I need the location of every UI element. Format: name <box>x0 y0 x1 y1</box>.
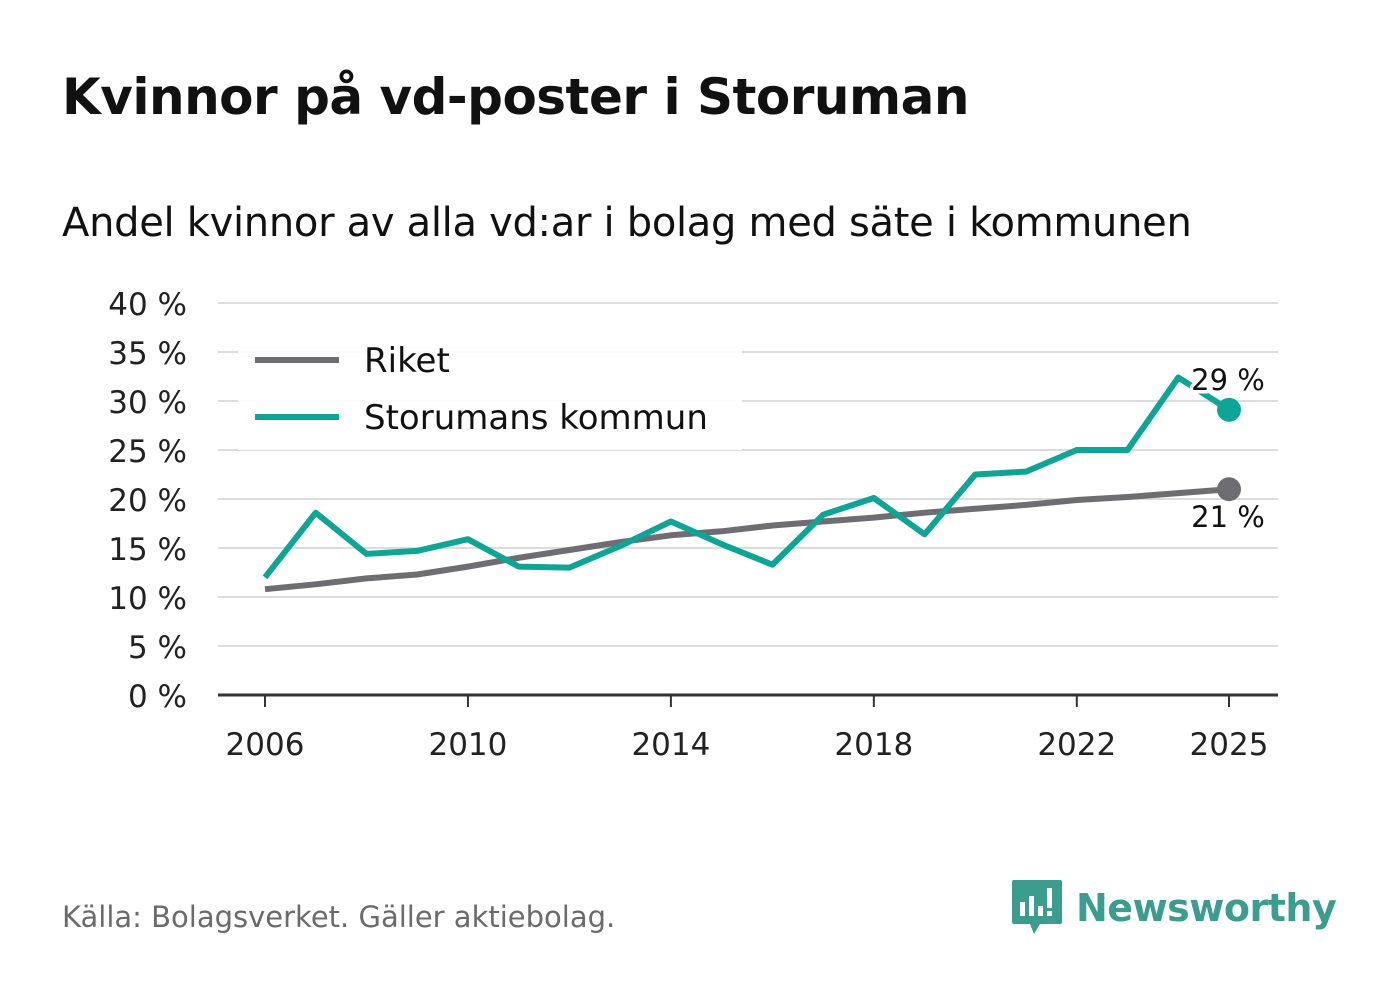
end-point-marker <box>1217 397 1241 422</box>
end-label-storuman: 29 % <box>1191 363 1265 397</box>
x-tick-label: 2014 <box>631 727 710 763</box>
legend: Riket Storumans kommun <box>238 340 742 450</box>
series-line-storuman <box>262 374 1231 580</box>
x-tick-label: 2018 <box>834 727 913 763</box>
y-tick-label: 15 % <box>108 532 187 568</box>
y-tick-label: 5 % <box>128 630 187 666</box>
y-tick-label: 25 % <box>108 434 187 470</box>
source-note: Källa: Bolagsverket. Gäller aktiebolag. <box>62 900 616 934</box>
brand-name: Newsworthy <box>1076 886 1337 930</box>
x-axis-ticks: 2006 2010 2014 2018 2022 2025 <box>226 695 1269 763</box>
y-tick-label: 0 % <box>128 679 187 715</box>
x-tick-label: 2006 <box>226 727 305 763</box>
y-tick-label: 35 % <box>108 336 187 372</box>
line-chart: 0 %5 %10 %15 %20 %25 %30 %35 %40 % 2006 2… <box>108 287 1278 763</box>
y-tick-label: 30 % <box>108 385 187 421</box>
legend-label: Riket <box>364 341 450 381</box>
series-line-riket <box>264 486 1230 593</box>
brand: Newsworthy <box>1010 878 1337 938</box>
x-tick-label: 2025 <box>1190 727 1269 763</box>
chart-subtitle: Andel kvinnor av alla vd:ar i bolag med … <box>62 200 1192 246</box>
newsworthy-logo-icon <box>1012 880 1062 934</box>
x-tick-label: 2010 <box>428 727 507 763</box>
y-tick-label: 10 % <box>108 581 187 617</box>
legend-label: Storumans kommun <box>364 398 708 438</box>
y-tick-label: 20 % <box>108 483 187 519</box>
series-lines: 29 % 21 % <box>262 359 1268 593</box>
end-label-riket: 21 % <box>1191 500 1265 534</box>
y-tick-label: 40 % <box>108 287 187 323</box>
page-title: Kvinnor på vd-poster i Storuman <box>62 68 969 126</box>
y-axis-ticks: 0 % 5 % 10 % 15 % 20 % 25 % 30 % 35 % 40 % <box>108 287 187 715</box>
x-tick-label: 2022 <box>1037 727 1116 763</box>
end-point-marker <box>1217 477 1241 502</box>
